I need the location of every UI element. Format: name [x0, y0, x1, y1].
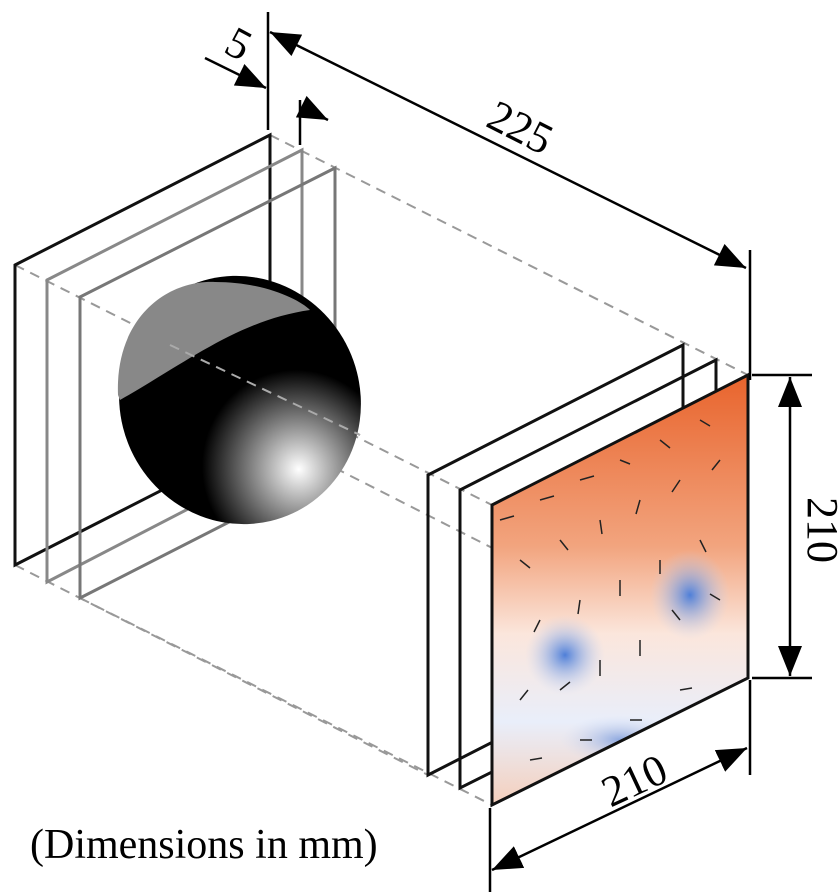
- gap-label: 5: [217, 17, 259, 71]
- length-label: 225: [480, 91, 561, 165]
- flow-field: [490, 370, 752, 810]
- width-label: 210: [594, 744, 675, 816]
- ellipsoid: [78, 236, 401, 564]
- diagram: 5 225 210 210 (Dimensions in mm): [0, 0, 839, 896]
- note: (Dimensions in mm): [30, 822, 378, 868]
- height-label: 210: [798, 497, 839, 563]
